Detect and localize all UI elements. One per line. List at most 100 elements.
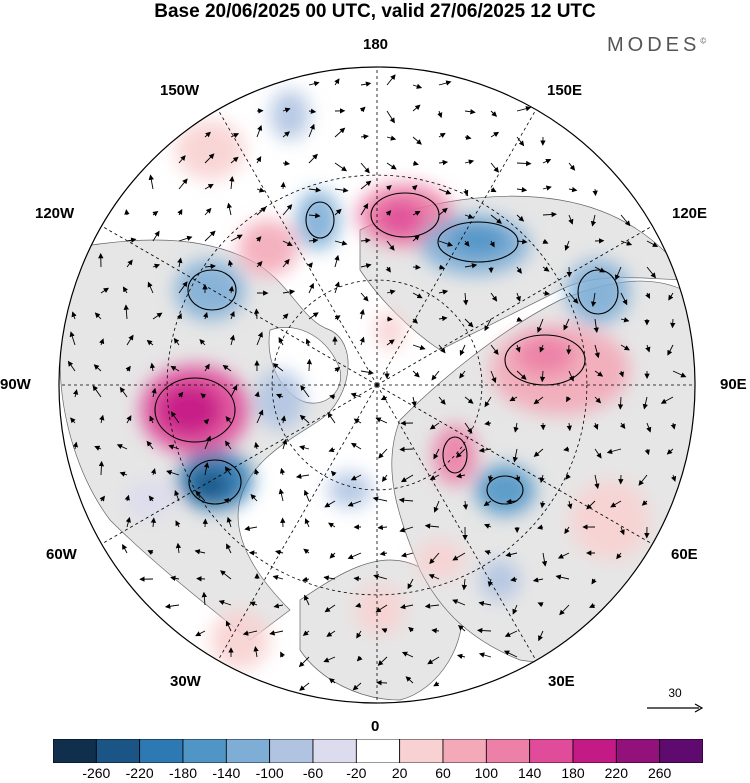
wind-vector [255, 236, 262, 242]
colorbar-swatch [659, 739, 703, 763]
wind-vector [510, 576, 518, 582]
wind-vector [126, 334, 134, 346]
wind-vector [282, 313, 289, 320]
wind-vector [381, 474, 388, 483]
wind-vector [568, 292, 579, 304]
wind-vector [619, 526, 625, 536]
wind-vector [280, 415, 287, 424]
wind-vector [566, 422, 572, 432]
wind-vector [412, 344, 426, 351]
wind-vector [456, 653, 466, 659]
wind-vector [667, 344, 674, 356]
wind-vector [204, 207, 212, 216]
wind-vector [72, 441, 79, 450]
wind-vector [620, 240, 633, 246]
wind-vector [462, 500, 469, 510]
graticule [59, 67, 695, 703]
wind-vector [229, 334, 235, 346]
colorbar-tick: 100 [474, 765, 499, 781]
wind-vector [334, 254, 340, 268]
wind-vector [380, 395, 388, 401]
wind-vector [427, 656, 440, 665]
wind-vector [204, 435, 211, 450]
wind-vector [452, 552, 466, 561]
wind-vector [299, 445, 310, 451]
wind-vector [306, 358, 313, 372]
wind-vector [484, 523, 492, 529]
wind-vector [360, 369, 374, 375]
wind-vector [431, 370, 440, 381]
contour [437, 221, 519, 263]
wind-vector [164, 603, 180, 609]
wind-vector [512, 448, 518, 463]
wind-vector [537, 602, 544, 608]
wind-vector [484, 318, 492, 332]
wind-vector [412, 234, 420, 242]
wind-vector [645, 292, 650, 299]
wind-vector [230, 384, 238, 398]
wind-vector [308, 108, 317, 114]
anomaly-cell [175, 260, 245, 320]
colorbar-tick: 220 [604, 765, 629, 781]
wind-vector [399, 446, 414, 453]
wind-vector [429, 552, 440, 565]
wind-vector [385, 210, 392, 216]
meridian [217, 384, 378, 661]
wind-vector [280, 651, 286, 658]
wind-vector [323, 575, 336, 581]
wind-vector [670, 422, 676, 430]
colorbar-tick: 140 [517, 765, 542, 781]
wind-vector [398, 497, 414, 503]
wind-vector [359, 308, 365, 320]
wind-vector [616, 552, 622, 560]
wind-vector [152, 312, 163, 320]
meridian [376, 384, 653, 545]
anomaly-cell [296, 190, 340, 250]
wind-vector [620, 317, 630, 323]
wind-vector [438, 188, 452, 195]
wind-vector [412, 83, 423, 89]
wind-vector [539, 474, 545, 484]
wind-vector [334, 315, 341, 321]
colorbar-swatch [182, 739, 227, 763]
colorbar-swatch [53, 739, 97, 763]
wind-vector [225, 416, 232, 424]
wind-vector [646, 266, 656, 279]
wind-vector [225, 620, 232, 632]
wind-vector [360, 162, 370, 174]
wind-vector [356, 630, 362, 639]
wind-vector [594, 266, 606, 273]
wind-vector [329, 552, 336, 559]
wind-vector [567, 500, 573, 510]
wind-vector [559, 604, 570, 616]
anomaly-cell [515, 335, 575, 375]
latitude-circle [166, 174, 588, 596]
wind-vector [256, 124, 263, 138]
wind-vector [282, 289, 296, 295]
wind-vector [516, 186, 528, 193]
wind-vector [359, 336, 365, 346]
wind-vector [538, 630, 544, 642]
wind-vector [438, 289, 449, 295]
wind-vector [176, 313, 182, 320]
wind-vector [385, 185, 392, 191]
wind-vector [478, 600, 492, 607]
colorbar-swatch [95, 739, 141, 763]
wind-vector [323, 656, 336, 663]
contour [154, 377, 236, 443]
wind-vector [542, 266, 550, 272]
wind-vector [412, 104, 421, 112]
wind-vector [490, 344, 499, 355]
wind-vector [359, 106, 366, 113]
wind-vector [400, 474, 414, 483]
anomaly-cell [328, 472, 372, 508]
wind-vector [412, 264, 421, 270]
map-title: Base 20/06/2025 00 UTC, valid 27/06/2025… [154, 1, 596, 22]
wind-vector [299, 682, 310, 691]
wind-vector [509, 396, 518, 402]
wind-vector [204, 153, 215, 164]
wind-vector [386, 339, 395, 346]
wind-vector [352, 682, 362, 691]
wind-vector [152, 230, 160, 242]
wind-vector [303, 489, 310, 502]
